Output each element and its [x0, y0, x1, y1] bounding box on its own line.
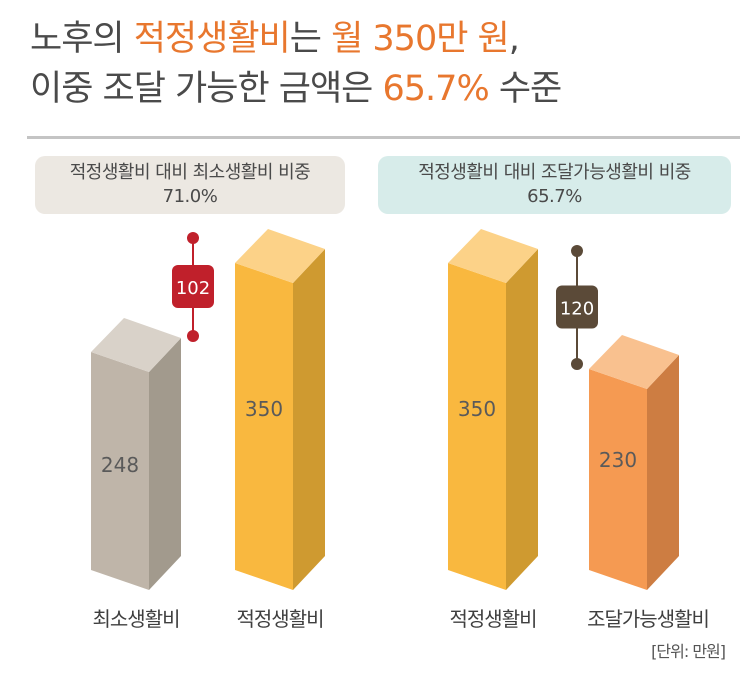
category-label-adequate-2: 적정생활비: [449, 607, 538, 631]
bar-side-face: [647, 355, 679, 590]
bar-side-face: [293, 249, 325, 590]
gap-endpoint-dot: [187, 232, 199, 244]
bar-side-face: [149, 338, 181, 590]
gap-endpoint-dot: [187, 330, 199, 342]
ratio-value: 65.7%: [527, 186, 582, 207]
gap-endpoint-dot: [571, 245, 583, 257]
category-label-minimum: 최소생활비: [92, 607, 181, 631]
category-label-adequate: 적정생활비: [236, 607, 325, 631]
bar-front-face: [589, 369, 647, 590]
gap-value: 102: [176, 278, 210, 299]
gap-value: 120: [560, 299, 594, 320]
bar-top-face: [91, 318, 181, 372]
headline-highlight: 적정생활비: [133, 19, 291, 59]
headline-line-1: 노후의 적정생활비는 월 350만 원,: [30, 14, 561, 64]
headline-text: ,: [508, 19, 520, 59]
ratio-label: 적정생활비 대비 조달가능생활비 비중: [418, 162, 691, 183]
headline-text: 노후의: [30, 19, 134, 59]
headline-highlight: 월 350만 원: [331, 19, 510, 59]
headline-text: 이중 조달 가능한 금액은: [30, 69, 383, 109]
bar-top-face: [448, 229, 538, 283]
title-divider: [27, 136, 740, 139]
bar-value-label: 248: [101, 453, 139, 477]
gap-badge: [556, 285, 598, 329]
unit-label: [단위: 만원]: [651, 642, 726, 661]
ratio-box-minimum: 적정생활비 대비 최소생활비 비중 71.0%: [35, 156, 345, 214]
bar-side-face: [506, 249, 538, 590]
ratio-label: 적정생활비 대비 최소생활비 비중: [69, 162, 311, 183]
headline-text: 수준: [488, 69, 562, 109]
headline-line-2: 이중 조달 가능한 금액은 65.7% 수준: [30, 64, 562, 114]
headline-highlight: 65.7%: [382, 69, 490, 109]
bar-top-face: [589, 335, 679, 389]
gap-badge: [172, 265, 214, 308]
bar-front-face: [91, 352, 149, 590]
headline-text: 는: [289, 19, 332, 59]
bar-front-face: [235, 263, 293, 590]
ratio-box-fundable: 적정생활비 대비 조달가능생활비 비중 65.7%: [378, 156, 731, 214]
bar-value-label: 350: [245, 397, 283, 421]
bar-value-label: 230: [599, 448, 637, 472]
bar-top-face: [235, 229, 325, 283]
bar-front-face: [448, 263, 506, 590]
gap-endpoint-dot: [571, 358, 583, 370]
headline: 노후의 적정생활비는 월 350만 원, 이중 조달 가능한 금액은 65.7%…: [30, 14, 562, 114]
ratio-value: 71.0%: [162, 186, 218, 207]
category-label-fundable: 조달가능생활비: [587, 607, 710, 631]
bar-value-label: 350: [458, 397, 496, 421]
